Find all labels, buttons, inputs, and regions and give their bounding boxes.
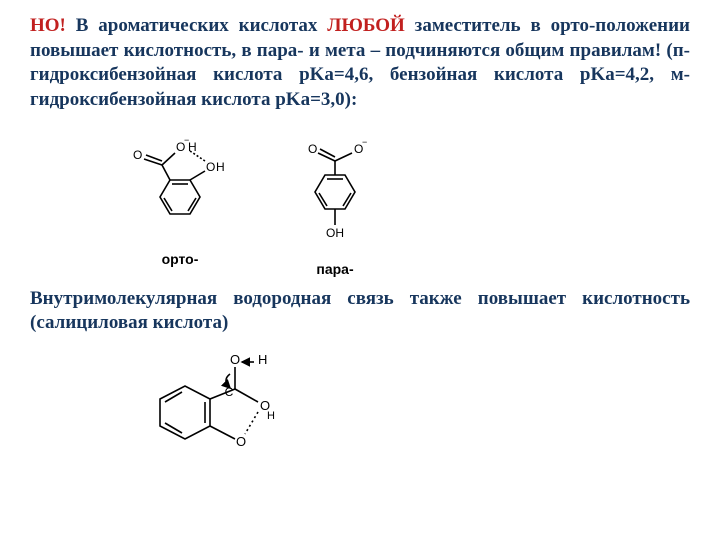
atom-h: H: [267, 410, 275, 422]
atom-o: O: [206, 160, 215, 174]
para-label: пара-: [280, 261, 390, 277]
word-any: ЛЮБОЙ: [327, 15, 405, 36]
atom-o: O: [308, 142, 317, 156]
salicylic-svg: O H C O H O: [130, 344, 300, 469]
salicylic-figure: O H C O H O: [130, 344, 690, 474]
atom-o: O: [236, 434, 246, 449]
paragraph-1: НО! В ароматических кислотах ЛЮБОЙ замес…: [30, 14, 690, 113]
ortho-label: орто-: [120, 251, 240, 267]
p1-a: В ароматических кислотах: [66, 15, 327, 36]
isomer-figures: O O − H O H орто-: [120, 125, 690, 277]
atom-h: H: [216, 160, 225, 174]
slide: НО! В ароматических кислотах ЛЮБОЙ замес…: [0, 0, 720, 474]
atom-o: O: [133, 148, 142, 162]
atom-oh: OH: [326, 226, 344, 240]
para-svg: O O − OH: [280, 125, 390, 255]
paragraph-2: Внутримолекулярная водородная связь такж…: [30, 287, 690, 336]
atom-h: H: [258, 352, 267, 367]
atom-h: H: [188, 140, 197, 154]
para-figure: O O − OH пара-: [280, 125, 390, 277]
charge-minus: −: [362, 137, 367, 147]
ortho-svg: O O − H O H: [120, 125, 240, 245]
ortho-figure: O O − H O H орто-: [120, 125, 240, 277]
atom-o: O: [230, 352, 240, 367]
word-no: НО!: [30, 15, 66, 36]
atom-c: C: [225, 385, 234, 399]
